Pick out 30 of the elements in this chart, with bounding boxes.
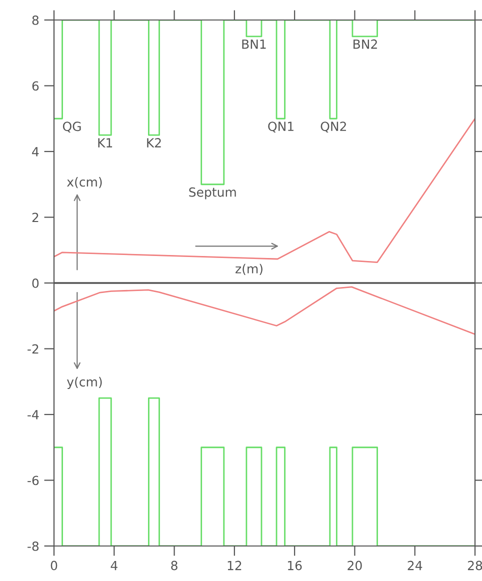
y-tick-label: -4 bbox=[28, 410, 39, 420]
x-tick-label: 16 bbox=[288, 560, 302, 570]
x-tick-label: 8 bbox=[171, 560, 178, 570]
y-tick-label: 6 bbox=[32, 81, 39, 91]
line-series bbox=[54, 118, 475, 263]
y-tick-label: 2 bbox=[32, 212, 38, 222]
x-tick-label: 12 bbox=[228, 560, 242, 570]
annotation: BN2 bbox=[354, 39, 377, 49]
line-series bbox=[54, 286, 475, 335]
y-tick-label: 8 bbox=[32, 15, 39, 25]
annotation: z(m) bbox=[236, 264, 262, 275]
x-tick-label: 28 bbox=[468, 560, 482, 570]
annotation: QN1 bbox=[268, 122, 294, 133]
y-tick-label: -6 bbox=[28, 476, 39, 486]
x-tick-label: 4 bbox=[110, 560, 118, 570]
annotation: y(cm) bbox=[67, 376, 102, 389]
annotation: K1 bbox=[98, 138, 112, 148]
y-tick-label: -2 bbox=[28, 344, 38, 354]
annotation: QN2 bbox=[320, 122, 346, 133]
y-tick-label: -8 bbox=[28, 541, 39, 551]
annotation: K2 bbox=[147, 138, 161, 148]
y-tick-label: 4 bbox=[32, 147, 39, 156]
annotation: QG bbox=[62, 122, 81, 133]
annotation: x(cm) bbox=[66, 177, 102, 188]
annotation: Septum bbox=[189, 187, 236, 200]
x-tick-label: 24 bbox=[408, 560, 422, 570]
x-tick-label: 20 bbox=[348, 560, 362, 570]
annotation: BN1 bbox=[242, 40, 266, 49]
y-tick-label: 0 bbox=[32, 278, 39, 288]
x-tick-label: 0 bbox=[50, 560, 58, 570]
